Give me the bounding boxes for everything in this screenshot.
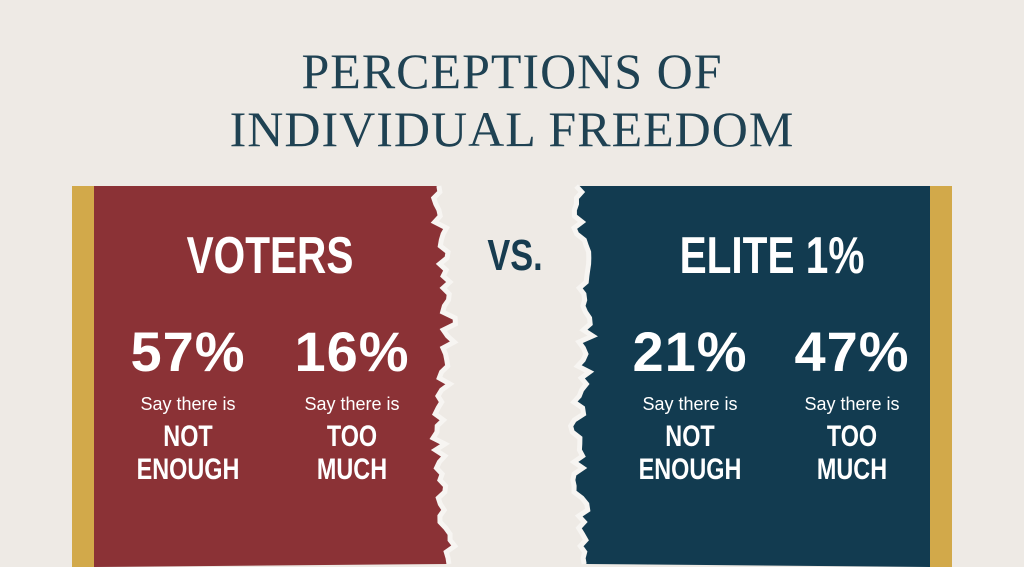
- title-line: PERCEPTIONS OF: [301, 43, 723, 99]
- stat-caption: Say there is: [804, 394, 900, 414]
- vs-label: VS.: [480, 234, 551, 278]
- torn-edge: [567, 184, 598, 565]
- elite-panel: [572, 186, 930, 567]
- gold-strip: [930, 186, 952, 567]
- panel-heading-text: VOTERS: [186, 227, 354, 285]
- stat-value: 16%: [294, 320, 410, 383]
- panel-heading-text: ELITE 1%: [679, 227, 865, 285]
- stat-label: NOT: [658, 422, 721, 452]
- stat-label: MUCH: [807, 455, 897, 485]
- gold-strip: [72, 186, 94, 567]
- stat-label: NOT: [156, 422, 219, 452]
- stat-label-text: MUCH: [316, 453, 388, 486]
- stat-label-text: NOT: [665, 420, 715, 453]
- title-line: INDIVIDUAL FREEDOM: [229, 101, 795, 157]
- stat-label: TOO: [320, 422, 384, 452]
- panel-heading: VOTERS: [163, 230, 377, 282]
- stat-label-text: ENOUGH: [136, 453, 240, 486]
- stat-caption: Say there is: [642, 394, 738, 414]
- stat-label-text: TOO: [326, 420, 378, 453]
- stat-label: TOO: [820, 422, 884, 452]
- stat-value: 21%: [632, 320, 748, 383]
- vs-label-text: VS.: [487, 231, 543, 280]
- voters-panel: [94, 186, 454, 567]
- stat-label: ENOUGH: [122, 455, 254, 485]
- stat-label-text: NOT: [163, 420, 213, 453]
- torn-edge: [429, 185, 459, 565]
- stat-label-text: MUCH: [816, 453, 888, 486]
- stat-label-text: ENOUGH: [638, 453, 742, 486]
- stat-caption: Say there is: [304, 394, 400, 414]
- panel-heading: ELITE 1%: [654, 230, 891, 282]
- stat-label-text: TOO: [826, 420, 878, 453]
- stat-value: 57%: [130, 320, 246, 383]
- stat-value: 47%: [794, 320, 910, 383]
- stat-label: MUCH: [307, 455, 397, 485]
- stat-label: ENOUGH: [624, 455, 756, 485]
- stat-caption: Say there is: [140, 394, 236, 414]
